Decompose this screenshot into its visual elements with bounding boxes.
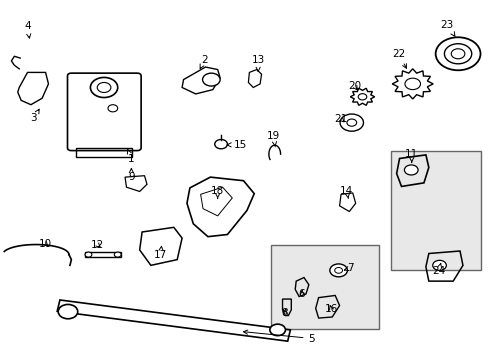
Text: 19: 19 (266, 131, 280, 147)
Circle shape (214, 139, 227, 149)
Circle shape (108, 105, 118, 112)
Circle shape (444, 44, 471, 64)
Text: 4: 4 (24, 21, 31, 38)
Circle shape (346, 119, 356, 126)
Text: 16: 16 (324, 304, 337, 314)
Text: 20: 20 (347, 81, 361, 91)
Text: 21: 21 (334, 114, 347, 124)
Text: 2: 2 (200, 55, 207, 68)
Circle shape (97, 82, 111, 93)
Circle shape (269, 324, 285, 336)
Circle shape (334, 267, 342, 273)
Text: 8: 8 (281, 308, 287, 318)
Circle shape (404, 78, 420, 90)
Bar (390, 151, 480, 270)
Text: 14: 14 (340, 186, 353, 198)
Text: 13: 13 (251, 55, 264, 71)
Text: 22: 22 (391, 49, 406, 68)
Circle shape (358, 94, 366, 100)
Circle shape (435, 37, 480, 70)
Circle shape (202, 73, 220, 86)
Circle shape (114, 252, 121, 257)
Text: 1: 1 (127, 149, 134, 164)
Text: 12: 12 (90, 239, 103, 249)
Bar (271, 244, 378, 329)
Text: 5: 5 (243, 330, 314, 343)
Circle shape (329, 264, 346, 277)
Circle shape (339, 114, 363, 131)
Text: 3: 3 (30, 109, 39, 123)
Text: 24: 24 (431, 263, 444, 276)
Text: 10: 10 (39, 239, 52, 249)
Text: 18: 18 (211, 186, 224, 198)
Text: 23: 23 (440, 20, 454, 36)
Text: 15: 15 (226, 140, 247, 150)
Text: 7: 7 (344, 263, 353, 273)
Circle shape (404, 165, 417, 175)
Text: 9: 9 (128, 168, 134, 182)
Circle shape (432, 260, 446, 270)
Circle shape (90, 77, 118, 98)
FancyBboxPatch shape (67, 73, 141, 150)
Bar (84, 252, 121, 257)
Circle shape (450, 49, 464, 59)
Text: 6: 6 (298, 289, 305, 299)
Text: 17: 17 (154, 246, 167, 260)
Text: 11: 11 (404, 149, 418, 162)
Circle shape (58, 305, 78, 319)
Circle shape (85, 252, 92, 257)
